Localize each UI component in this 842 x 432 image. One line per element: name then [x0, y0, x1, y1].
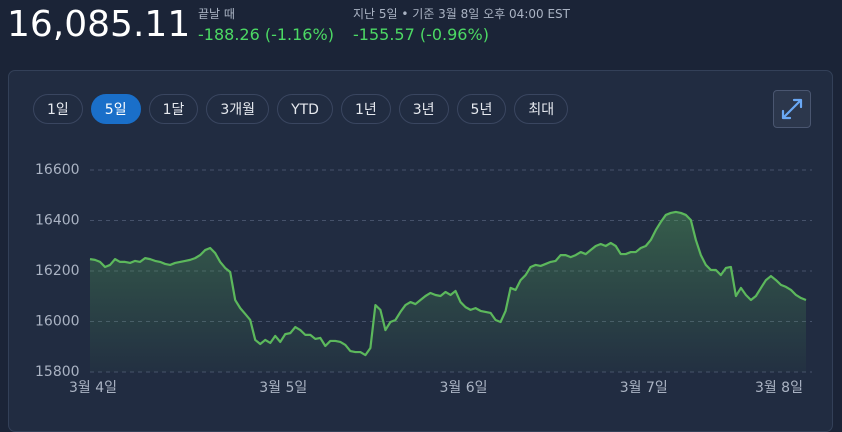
page: 16,085.11 끝날 때 -188.26 (-1.16%) 지난 5일 • …: [7, 4, 833, 432]
y-tick-label: 16400: [35, 213, 80, 229]
x-tick-label: 3월 7일: [620, 380, 668, 396]
x-tick-label: 3월 5일: [259, 380, 307, 396]
range-button[interactable]: 5년: [456, 94, 507, 124]
area-fill: [90, 211, 806, 372]
y-tick-label: 15800: [35, 364, 80, 380]
range-button[interactable]: 1달: [148, 94, 199, 124]
expand-icon: [781, 98, 803, 120]
close-change: -188.26 (-1.16%): [198, 25, 334, 44]
range-button[interactable]: 3년: [398, 94, 449, 124]
y-tick-label: 16000: [35, 314, 80, 330]
period-change: -155.57 (-0.96%): [353, 25, 489, 44]
period-label: 지난 5일 • 기준 3월 8일 오후 04:00 EST: [353, 7, 570, 21]
x-tick-label: 3월 8일: [755, 380, 803, 396]
range-button[interactable]: 최대: [514, 94, 569, 124]
price: 16,085.11: [7, 4, 191, 45]
chart: 15800 16000 16200 16400 16600 3월 4일 3월 5일 3월 6일…: [35, 162, 812, 396]
range-buttons: 1일 5일 1달 3개월 YTD 1년 3년 5년 최대: [33, 94, 569, 124]
close-label: 끝날 때: [198, 7, 235, 21]
expand-button[interactable]: [773, 90, 811, 128]
range-button[interactable]: YTD: [277, 94, 333, 124]
x-tick-label: 3월 6일: [440, 380, 488, 396]
range-button[interactable]: 3개월: [206, 94, 270, 124]
y-tick-label: 16600: [35, 162, 80, 178]
range-button[interactable]: 1년: [340, 94, 391, 124]
x-tick-label: 3월 4일: [69, 380, 117, 396]
range-button[interactable]: 1일: [33, 94, 83, 124]
range-button[interactable]: 5일: [90, 94, 141, 124]
price-line: [89, 210, 807, 357]
y-tick-label: 16200: [35, 263, 80, 279]
